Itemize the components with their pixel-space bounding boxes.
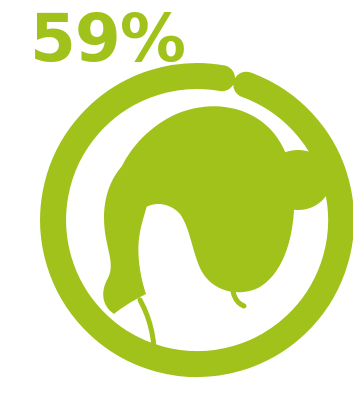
neck-outline — [137, 275, 247, 371]
woman-silhouette-icon — [103, 106, 331, 314]
progress-arc — [40, 63, 353, 378]
percentage-label: 59% — [30, 0, 186, 77]
